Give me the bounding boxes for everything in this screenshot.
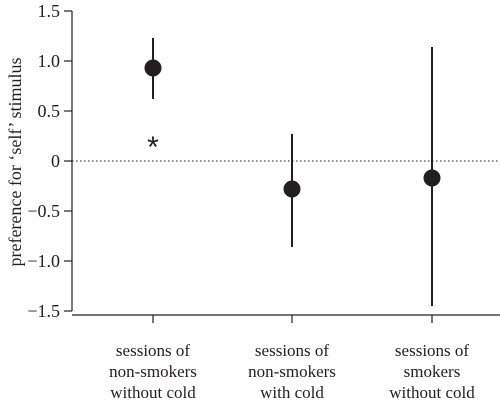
category-label-line: smokers	[404, 362, 461, 381]
significance-asterisk: *	[147, 131, 159, 164]
data-point	[144, 59, 162, 77]
y-tick-label: 1.5	[38, 1, 61, 21]
category-label-line: non-smokers	[248, 362, 336, 381]
error-bars	[152, 38, 433, 306]
category-label-line: without cold	[110, 383, 196, 402]
y-tick-label: −0.5	[27, 201, 60, 221]
category-label-line: non-smokers	[109, 362, 197, 381]
category-label-line: with cold	[260, 383, 324, 402]
category-labels: sessions of non-smokers without cold sessio…	[109, 341, 475, 402]
y-tick-label: −1.0	[27, 251, 60, 271]
y-tick-label: −1.5	[27, 301, 60, 321]
annotations: *	[147, 131, 159, 164]
x-axis	[72, 314, 500, 323]
category-label-line: without cold	[389, 383, 475, 402]
y-axis: 1.5 1.0 0.5 0 −0.5 −1.0 −1.5	[27, 1, 73, 321]
category-label-line: sessions of	[255, 341, 329, 360]
category-label-line: sessions of	[116, 341, 190, 360]
category-label-line: sessions of	[395, 341, 469, 360]
data-point	[283, 180, 301, 198]
y-tick-label: 0.5	[38, 101, 61, 121]
y-axis-title: preference for ‘self’ stimulus	[5, 57, 25, 266]
data-points	[144, 59, 441, 198]
y-tick-label: 1.0	[38, 51, 61, 71]
data-point	[423, 169, 441, 187]
y-tick-label: 0	[51, 151, 60, 171]
